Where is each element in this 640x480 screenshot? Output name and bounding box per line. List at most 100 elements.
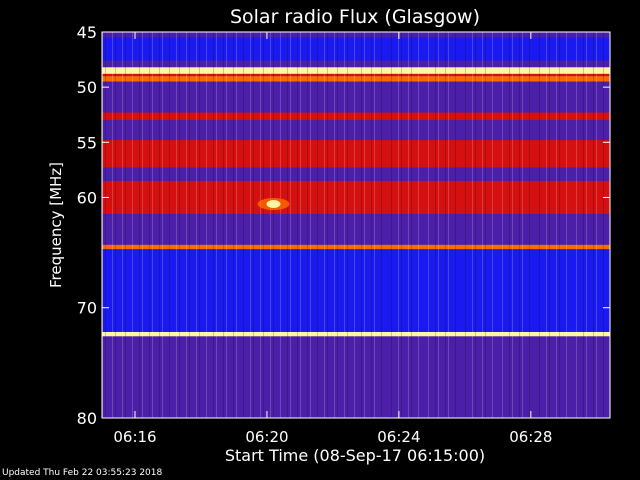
texture-streak bbox=[482, 32, 483, 418]
texture-streak bbox=[448, 32, 449, 418]
texture-streak bbox=[522, 32, 523, 418]
texture-streak bbox=[391, 32, 392, 418]
texture-streak bbox=[364, 32, 365, 418]
texture-streak bbox=[105, 32, 106, 418]
texture-streak bbox=[411, 32, 412, 418]
texture-streak bbox=[603, 32, 604, 418]
texture-streak bbox=[189, 32, 190, 418]
texture-streak bbox=[152, 32, 153, 418]
chart-title: Solar radio Flux (Glasgow) bbox=[230, 6, 480, 28]
texture-streak bbox=[475, 32, 476, 418]
frequency-band-3 bbox=[102, 73, 610, 77]
texture-streak bbox=[270, 32, 271, 418]
texture-streak bbox=[196, 32, 197, 418]
frequency-band-10 bbox=[102, 180, 610, 214]
frequency-band-11 bbox=[102, 213, 610, 245]
texture-streak bbox=[280, 32, 281, 418]
frequency-band-0 bbox=[102, 37, 610, 61]
texture-streak bbox=[243, 32, 244, 418]
texture-streak bbox=[162, 32, 163, 418]
texture-streak bbox=[418, 32, 419, 418]
y-axis-label: Frequency [MHz] bbox=[47, 162, 65, 288]
texture-streak bbox=[445, 32, 446, 418]
texture-streak bbox=[253, 32, 254, 418]
texture-streak bbox=[213, 32, 214, 418]
texture-streak bbox=[260, 32, 261, 418]
texture-streak bbox=[169, 32, 170, 418]
texture-streak bbox=[586, 32, 587, 418]
texture-streak bbox=[361, 32, 362, 418]
texture-streak bbox=[115, 32, 116, 418]
y-tick-label: 80 bbox=[77, 409, 97, 428]
frequency-band-13 bbox=[102, 249, 610, 332]
texture-streak bbox=[149, 32, 150, 418]
texture-streak bbox=[492, 32, 493, 418]
plot-frame bbox=[101, 31, 611, 419]
plot-area bbox=[101, 31, 611, 419]
frequency-band-6 bbox=[102, 112, 610, 121]
texture-streak bbox=[596, 32, 597, 418]
texture-streak bbox=[263, 32, 264, 418]
texture-streak bbox=[398, 32, 399, 418]
texture-streak bbox=[465, 32, 466, 418]
texture-streak bbox=[583, 32, 584, 418]
burst-event bbox=[257, 198, 290, 211]
texture-streak bbox=[455, 32, 456, 418]
texture-streak bbox=[139, 32, 140, 418]
frequency-band-9 bbox=[102, 167, 610, 181]
texture-streak bbox=[334, 32, 335, 418]
texture-streak bbox=[556, 32, 557, 418]
texture-streak bbox=[300, 32, 301, 418]
burst-core bbox=[266, 200, 281, 209]
texture-streak bbox=[435, 32, 436, 418]
texture-streak bbox=[112, 32, 113, 418]
texture-streak bbox=[179, 32, 180, 418]
frequency-band-8 bbox=[102, 140, 610, 168]
texture-streak bbox=[122, 32, 123, 418]
frequency-band-14 bbox=[102, 331, 610, 337]
frequency-band-1 bbox=[102, 60, 610, 68]
y-tick-label: 45 bbox=[77, 23, 97, 42]
texture-streak bbox=[381, 32, 382, 418]
frequency-band-2 bbox=[102, 67, 610, 74]
texture-streak bbox=[593, 32, 594, 418]
y-tick-label: 50 bbox=[77, 78, 97, 97]
texture-streak bbox=[337, 32, 338, 418]
texture-streak bbox=[236, 32, 237, 418]
texture-streak bbox=[159, 32, 160, 418]
x-tick-label: 06:28 bbox=[509, 428, 552, 446]
texture-streak bbox=[374, 32, 375, 418]
texture-streak bbox=[290, 32, 291, 418]
frequency-band-5 bbox=[102, 81, 610, 113]
y-axis: 45 50 55 60 70 80 bbox=[77, 23, 610, 428]
texture-streak bbox=[401, 32, 402, 418]
texture-streak bbox=[509, 32, 510, 418]
x-axis-label: Start Time (08-Sep-17 06:15:00) bbox=[225, 446, 485, 465]
texture-streak bbox=[438, 32, 439, 418]
frequency-band-4 bbox=[102, 76, 610, 82]
texture-streak bbox=[310, 32, 311, 418]
texture-streak bbox=[546, 32, 547, 418]
texture-streak bbox=[324, 32, 325, 418]
updated-timestamp: Updated Thu Feb 22 03:55:23 2018 bbox=[2, 468, 163, 478]
y-tick-label: 70 bbox=[77, 299, 97, 318]
texture-streak bbox=[125, 32, 126, 418]
x-axis: 06:16 06:20 06:24 06:28 bbox=[113, 32, 552, 446]
x-tick-label: 06:20 bbox=[245, 428, 288, 446]
texture-streak bbox=[529, 32, 530, 418]
noise-texture bbox=[102, 32, 604, 418]
texture-streak bbox=[408, 32, 409, 418]
texture-streak bbox=[354, 32, 355, 418]
y-tick-label: 55 bbox=[77, 133, 97, 152]
texture-streak bbox=[176, 32, 177, 418]
texture-streak bbox=[297, 32, 298, 418]
texture-streak bbox=[317, 32, 318, 418]
texture-streak bbox=[199, 32, 200, 418]
texture-streak bbox=[472, 32, 473, 418]
texture-streak bbox=[347, 32, 348, 418]
texture-streak bbox=[371, 32, 372, 418]
texture-streak bbox=[519, 32, 520, 418]
frequency-band-12 bbox=[102, 244, 610, 250]
frequency-band-7 bbox=[102, 120, 610, 141]
